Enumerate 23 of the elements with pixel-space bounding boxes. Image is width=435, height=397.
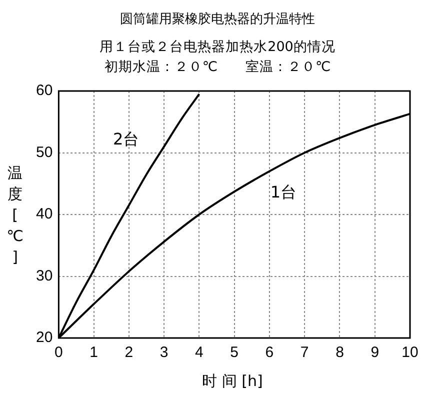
y-tick-label: 30 <box>36 267 53 284</box>
y-tick-label: 40 <box>36 206 53 223</box>
x-tick-label: 9 <box>370 344 380 362</box>
x-tick-label: 3 <box>160 344 168 362</box>
y-tick-label: 60 <box>36 82 53 100</box>
series-label: 2台 <box>112 130 140 149</box>
series-label: 1台 <box>270 182 297 202</box>
x-tick-label: 8 <box>336 344 344 362</box>
chart-subtitle: 用１台或２台电热器加热水200的情况 <box>98 38 336 56</box>
y-tick-label: 50 <box>36 144 53 161</box>
x-tick-label: 10 <box>402 344 418 362</box>
x-tick-label: 1 <box>90 344 98 362</box>
y-tick-label: 20 <box>36 329 53 346</box>
x-tick-label: 6 <box>265 344 274 362</box>
y-axis-title: 温度[℃] <box>6 164 24 266</box>
x-axis-title: 时 间 [h] <box>201 372 264 391</box>
x-tick-label: 0 <box>54 344 63 362</box>
x-tick-label: 7 <box>300 344 309 362</box>
chart-title: 圆筒罐用聚橡胶电热器的升温特性 <box>119 11 316 28</box>
x-tick-label: 2 <box>124 344 134 362</box>
x-tick-label: 4 <box>195 344 204 362</box>
text: 初期水温：２０℃ 室温：２０℃ <box>103 58 332 76</box>
x-tick-label: 5 <box>230 344 239 362</box>
